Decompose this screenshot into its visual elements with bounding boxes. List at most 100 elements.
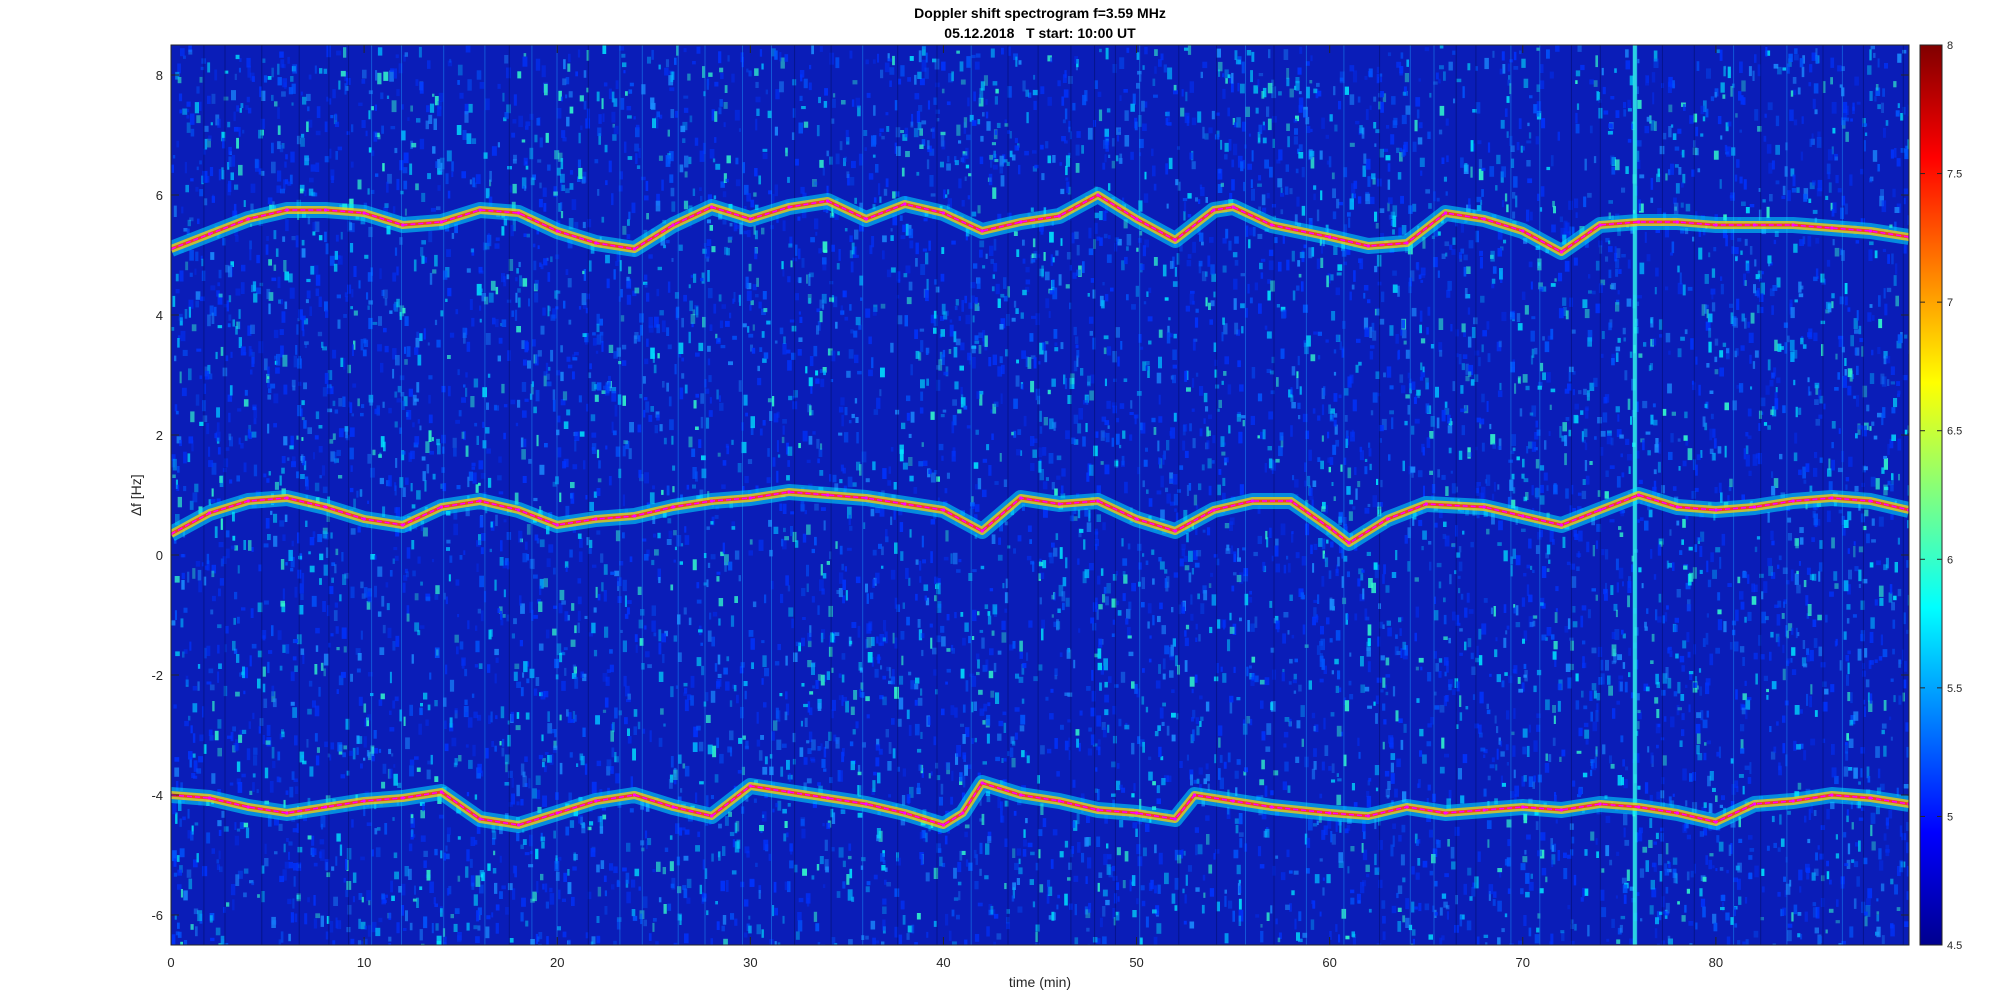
noise-speck [1144,171,1147,180]
noise-speck [478,915,481,920]
noise-speck [1811,52,1817,61]
noise-speck [1242,420,1245,427]
noise-speck [1686,834,1691,840]
noise-speck [419,425,422,431]
noise-speck [1600,353,1604,358]
noise-speck [218,850,221,860]
noise-speck [1725,122,1729,132]
noise-speck [533,260,537,271]
noise-speck [553,605,558,609]
noise-speck [806,898,810,907]
noise-speck [1184,637,1189,647]
noise-speck [1388,454,1391,461]
noise-speck [1617,927,1622,935]
noise-speck [984,875,989,880]
noise-speck [739,222,743,235]
noise-speck [1087,748,1093,756]
noise-speck [181,206,184,214]
noise-speck [1539,888,1544,894]
noise-speck [1016,878,1020,885]
noise-speck [243,540,246,550]
noise-speck [604,626,609,638]
noise-speck [522,476,527,483]
noise-speck [1365,109,1369,120]
noise-speck [940,329,945,337]
noise-speck [383,71,389,81]
noise-speck [1881,200,1887,213]
noise-speck [748,70,752,77]
noise-speck [1600,430,1606,437]
noise-speck [1501,200,1505,208]
noise-speck [251,547,254,552]
noise-speck [1347,866,1350,874]
noise-speck [990,158,993,168]
noise-speck [282,78,287,88]
noise-speck [367,925,371,937]
noise-speck [1837,65,1842,72]
noise-speck [680,543,684,547]
noise-speck [560,371,564,382]
noise-speck [1075,144,1080,156]
noise-speck [979,249,983,258]
noise-speck [365,944,369,945]
noise-speck [1137,543,1142,551]
noise-speck [1707,775,1711,787]
noise-speck [1096,609,1099,620]
noise-speck [695,845,700,852]
noise-speck [538,932,543,940]
noise-speck [282,869,287,881]
noise-speck [466,849,470,862]
noise-speck [953,346,958,358]
noise-speck [1685,437,1689,446]
noise-speck [1401,114,1407,125]
noise-speck [971,120,977,126]
noise-speck [366,601,371,610]
noise-speck [1220,436,1225,447]
noise-speck [1697,753,1703,761]
noise-speck [1321,761,1325,771]
noise-speck [1858,781,1861,785]
noise-speck [273,393,279,404]
noise-speck [1732,400,1737,411]
noise-speck [612,123,615,128]
noise-speck [1766,688,1769,693]
noise-speck [1867,888,1873,899]
noise-speck [1222,477,1226,486]
noise-speck [1788,53,1793,62]
noise-speck [1116,847,1121,856]
noise-speck [466,922,470,931]
noise-speck [857,764,861,775]
noise-speck [1813,810,1817,816]
noise-speck [564,611,569,622]
noise-speck [1438,342,1443,352]
noise-speck [1351,284,1355,290]
noise-speck [1479,422,1482,429]
noise-speck [1727,583,1732,587]
noise-speck [553,740,557,751]
noise-speck [1834,640,1837,647]
noise-speck [477,608,481,614]
noise-speck [1738,838,1743,843]
noise-speck [1501,928,1505,933]
noise-speck [1792,89,1797,96]
noise-speck [724,554,729,566]
noise-speck [1076,355,1079,367]
noise-speck [1760,282,1765,295]
noise-speck [1669,529,1672,536]
noise-speck [622,62,627,68]
noise-speck [991,534,996,544]
noise-speck [409,704,413,716]
noise-speck [699,187,702,191]
noise-speck [206,681,212,685]
noise-speck [940,414,945,418]
noise-speck [1315,615,1319,620]
noise-speck [1486,401,1489,412]
noise-speck [1666,560,1669,569]
noise-speck [730,615,735,627]
noise-speck [1398,227,1402,238]
noise-speck [788,395,793,401]
noise-speck [196,86,200,94]
noise-speck [523,359,527,366]
noise-speck [1186,260,1192,267]
noise-speck [1229,517,1235,525]
